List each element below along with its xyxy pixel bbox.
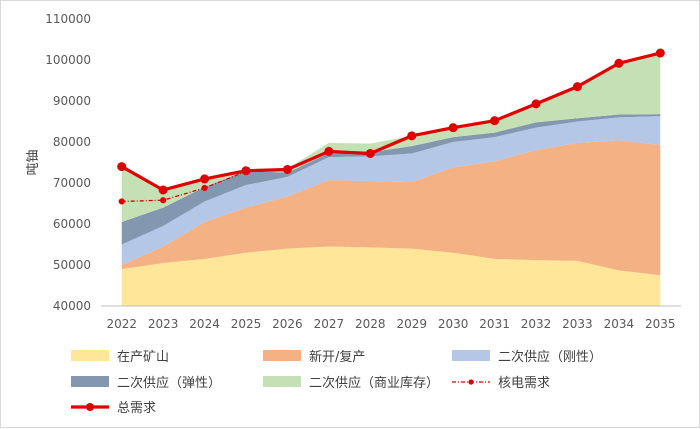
legend-marker-5	[468, 379, 474, 385]
x-tick-label-4: 2026	[272, 317, 303, 331]
line-1-point-3	[241, 166, 251, 176]
legend-swatch-0	[71, 350, 109, 361]
y-tick-label-3: 70000	[53, 176, 91, 190]
line-1-point-5	[324, 146, 334, 156]
x-tick-label-3: 2025	[231, 317, 262, 331]
legend-label-6: 总需求	[117, 401, 156, 416]
x-tick-label-1: 2023	[148, 317, 179, 331]
line-1-point-11	[572, 82, 582, 92]
x-tick-label-13: 2035	[645, 317, 676, 331]
area-series-1	[121, 140, 661, 276]
x-tick-label-7: 2029	[396, 317, 427, 331]
y-tick-label-1: 50000	[53, 258, 91, 272]
y-tick-label-6: 100000	[45, 53, 91, 67]
y-axis-label: 吨铀	[26, 149, 41, 175]
legend-swatch-1	[263, 350, 301, 361]
line-1-point-7	[407, 131, 417, 141]
legend-marker-6	[86, 403, 94, 411]
line-1-point-0	[117, 162, 127, 172]
legend-swatch-3	[71, 376, 109, 387]
legend-label-4: 二次供应（商业库存）	[309, 375, 439, 391]
x-tick-label-12: 2034	[604, 317, 635, 331]
legend-swatch-4	[263, 376, 301, 387]
x-tick-label-9: 2031	[479, 317, 510, 331]
x-axis-ticks: 2022 2023 2024 2025 2026 2027 2028 2029 2030 2031…	[106, 317, 675, 331]
legend-label-0: 在产矿山	[117, 350, 169, 365]
x-tick-label-5: 2027	[314, 317, 345, 331]
line-series-0	[121, 170, 247, 203]
legend-label-2: 二次供应（刚性）	[498, 349, 602, 365]
line-1-point-13	[655, 48, 665, 58]
legend-label-5: 核电需求	[498, 376, 550, 391]
line-0-point-2	[201, 184, 208, 192]
line-0-point-1	[160, 197, 167, 204]
x-tick-label-2: 2024	[189, 317, 220, 331]
line-1-point-10	[531, 99, 541, 109]
line-1-point-8	[448, 123, 458, 133]
x-tick-label-0: 2022	[106, 317, 137, 331]
y-tick-label-4: 80000	[53, 135, 91, 149]
area-series-3	[121, 114, 661, 245]
y-tick-label-2: 60000	[53, 217, 91, 231]
lines-layer	[117, 48, 665, 205]
y-tick-label-5: 90000	[53, 94, 91, 108]
x-tick-label-10: 2032	[521, 317, 552, 331]
area-series-2	[121, 116, 661, 265]
legend-label-3: 二次供应（弹性）	[117, 375, 221, 391]
line-1-point-9	[490, 116, 500, 126]
y-axis-ticks: 40000 50000 60000 70000 80000 90000 100000 1100…	[45, 12, 91, 313]
line-1-point-1	[158, 185, 168, 195]
line-1-point-12	[614, 58, 624, 68]
legend: 在产矿山 新开/复产 二次供应（刚性） 二次供应（弹性） 二次供应（商业库存） 核电需求总…	[71, 349, 602, 416]
y-tick-label-7: 110000	[45, 12, 91, 26]
y-tick-label-0: 40000	[53, 299, 91, 313]
area-series-0	[121, 246, 661, 306]
x-tick-label-6: 2028	[355, 317, 386, 331]
line-series-1	[120, 51, 661, 192]
line-1-point-4	[282, 164, 292, 174]
legend-swatch-2	[452, 350, 490, 361]
line-1-point-6	[365, 148, 375, 158]
line-0-point-0	[118, 198, 125, 205]
line-1-point-2	[200, 174, 210, 184]
x-tick-label-8: 2030	[438, 317, 469, 331]
x-tick-label-11: 2033	[562, 317, 593, 331]
legend-label-1: 新开/复产	[309, 349, 365, 365]
